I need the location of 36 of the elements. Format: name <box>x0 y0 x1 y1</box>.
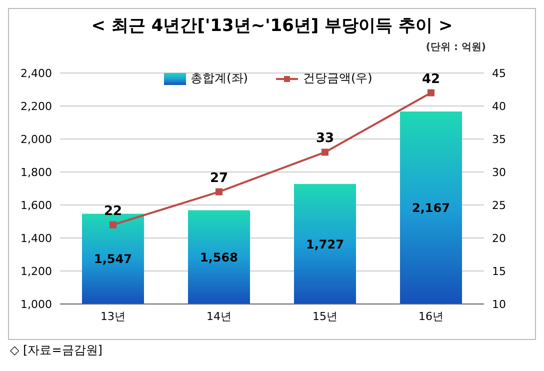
data-label: 1,547 <box>94 252 132 266</box>
y2-tick-label: 25 <box>492 198 506 212</box>
point <box>216 188 222 196</box>
data-label: 2,167 <box>412 200 450 215</box>
x-tick-label: 13년 <box>100 310 126 323</box>
legend-label: 건당금액(우) <box>303 70 372 87</box>
data-label: 42 <box>422 72 440 87</box>
y2-tick-label: 30 <box>492 166 506 179</box>
y-tick-label: 1,000 <box>20 298 52 311</box>
x-tick-label: 15년 <box>312 310 338 323</box>
text: ◇ [자료=금감원] <box>10 342 102 359</box>
data-label: 33 <box>316 131 334 146</box>
y-tick-label: 1,200 <box>20 264 52 278</box>
point <box>110 221 116 228</box>
data-label: 27 <box>210 170 228 186</box>
y-tick-label: 1,800 <box>20 166 52 179</box>
y-tick-label: 2,000 <box>20 132 52 146</box>
data-label: 1,727 <box>306 237 344 252</box>
y2-tick-label: 10 <box>492 298 506 311</box>
y-tick-label: 1,400 <box>20 232 52 245</box>
data-label: 1,568 <box>200 250 238 264</box>
point <box>322 148 328 156</box>
y2-tick-label: 20 <box>492 232 506 245</box>
y2-tick-label: 35 <box>492 132 506 146</box>
y-tick-label: 2,200 <box>20 100 52 113</box>
x-tick-label: 14년 <box>206 310 232 323</box>
y2-tick-label: 15 <box>492 264 506 278</box>
y2-tick-label: 40 <box>492 100 506 113</box>
legend-label: 총합계(좌) <box>190 70 248 87</box>
y-tick-label: 2,400 <box>20 66 52 80</box>
point <box>428 89 434 96</box>
x-tick-label: 16년 <box>418 310 444 323</box>
text: (단위 : 억원) <box>426 41 486 54</box>
y2-tick-label: 45 <box>492 66 506 80</box>
y-tick-label: 1,600 <box>20 198 52 212</box>
chart-title: < 최근 4년간['13년~'16년] 부당이득 추이 > <box>90 15 454 37</box>
